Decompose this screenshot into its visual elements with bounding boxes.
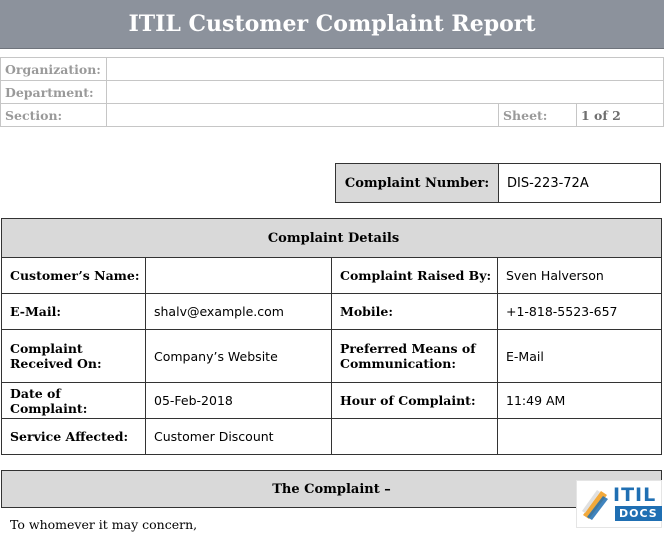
email-field[interactable]: shalv@example.com	[145, 293, 332, 330]
email-label: E-Mail:	[1, 293, 146, 330]
complaint-body-text[interactable]: To whomever it may concern,	[10, 517, 198, 532]
report-title: ITIL Customer Complaint Report	[0, 0, 664, 49]
received-on-label: Complaint Received On:	[1, 329, 146, 383]
mobile-field[interactable]: +1-818-5523-657	[497, 293, 662, 330]
sheet-label: Sheet:	[498, 103, 577, 127]
organization-label: Organization:	[0, 57, 107, 81]
department-label: Department:	[0, 80, 107, 104]
complaint-section-table: The Complaint –	[1, 470, 662, 508]
empty-label-cell	[331, 418, 498, 455]
hour-label: Hour of Complaint:	[331, 382, 498, 419]
empty-value-cell[interactable]	[497, 418, 662, 455]
section-label: Section:	[0, 103, 107, 127]
organization-row: Organization:	[0, 57, 664, 81]
complaint-section-header: The Complaint –	[1, 470, 662, 508]
customer-name-field[interactable]	[145, 257, 332, 294]
logo-docs-text: DOCS	[615, 506, 662, 521]
organization-field[interactable]	[106, 57, 664, 81]
raised-by-field[interactable]: Sven Halverson	[497, 257, 662, 294]
complaint-details-table: Complaint Details Customer’s Name: Compl…	[1, 218, 662, 455]
preferred-communication-label: Preferred Means of Communication:	[331, 329, 498, 383]
document-stack-icon	[582, 490, 608, 520]
sheet-field[interactable]: 1 of 2	[576, 103, 664, 127]
section-field[interactable]	[106, 103, 499, 127]
organization-table: Organization: Department: Section: Sheet…	[0, 57, 664, 127]
service-affected-field[interactable]: Customer Discount	[145, 418, 332, 455]
department-field[interactable]	[106, 80, 664, 104]
date-label: Date of Complaint:	[1, 382, 146, 419]
logo-itil-text: ITIL	[613, 484, 657, 506]
raised-by-label: Complaint Raised By:	[331, 257, 498, 294]
complaint-details-header: Complaint Details	[1, 218, 662, 258]
date-field[interactable]: 05-Feb-2018	[145, 382, 332, 419]
hour-field[interactable]: 11:49 AM	[497, 382, 662, 419]
complaint-number-field[interactable]: DIS-223-72A	[498, 163, 661, 203]
itil-docs-logo: ITIL DOCS	[576, 480, 662, 528]
mobile-label: Mobile:	[331, 293, 498, 330]
complaint-number-table: Complaint Number: DIS-223-72A	[335, 163, 661, 203]
preferred-communication-field[interactable]: E-Mail	[497, 329, 662, 383]
received-on-field[interactable]: Company’s Website	[145, 329, 332, 383]
department-row: Department:	[0, 80, 664, 104]
customer-name-label: Customer’s Name:	[1, 257, 146, 294]
section-row: Section: Sheet: 1 of 2	[0, 103, 664, 127]
service-affected-label: Service Affected:	[1, 418, 146, 455]
complaint-number-label: Complaint Number:	[335, 163, 499, 203]
